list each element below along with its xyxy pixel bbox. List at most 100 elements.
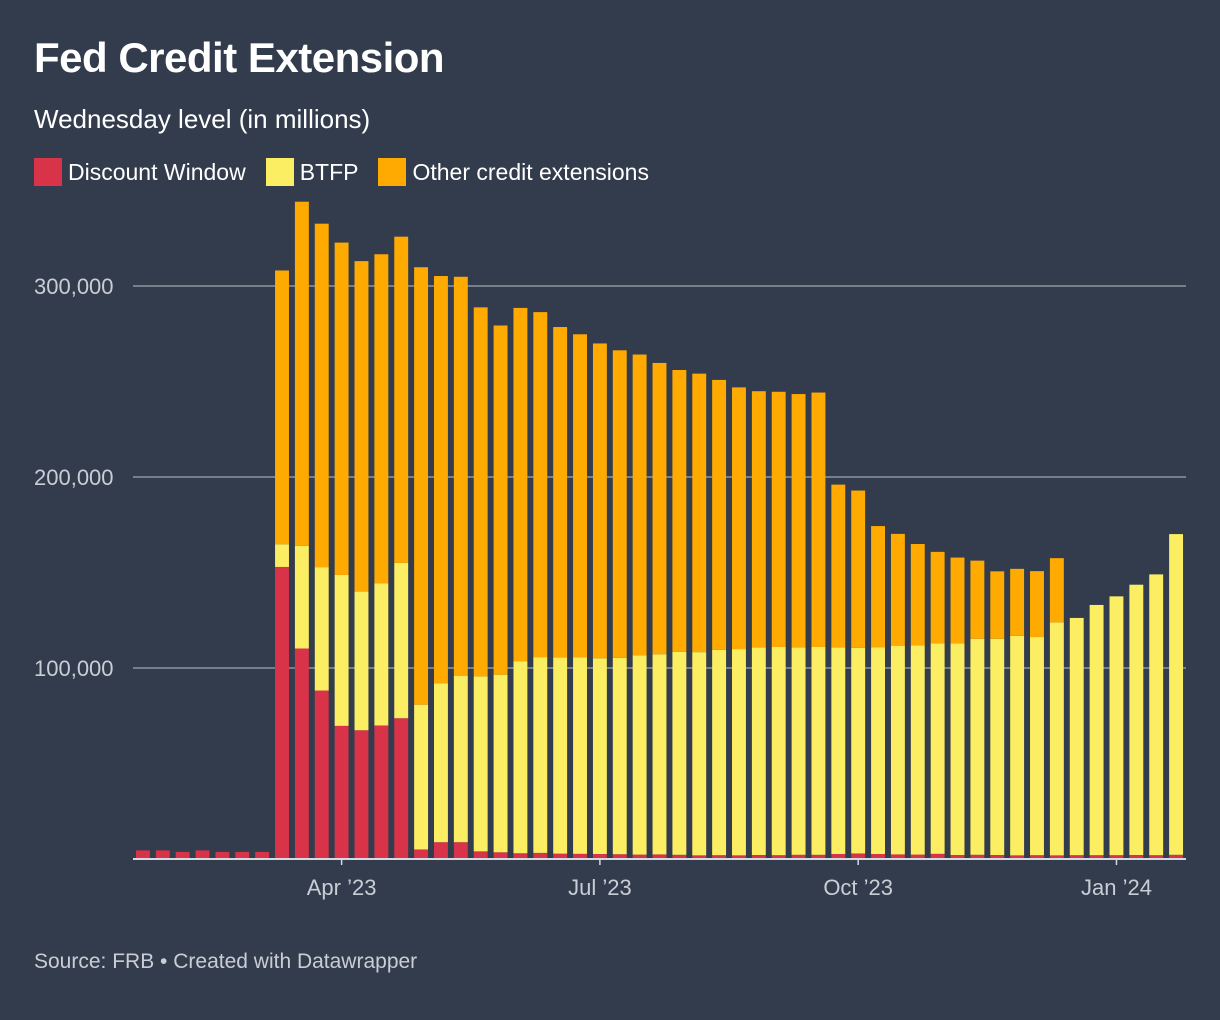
bar-segment-btfp[interactable] — [1010, 635, 1025, 856]
bar-segment-other-credit[interactable] — [612, 350, 627, 658]
bar-segment-btfp[interactable] — [890, 645, 905, 855]
bar-segment-other-credit[interactable] — [374, 254, 389, 584]
bar-segment-other-credit[interactable] — [433, 276, 448, 684]
bar-segment-other-credit[interactable] — [453, 276, 468, 677]
bar-segment-other-credit[interactable] — [910, 544, 925, 646]
bar-segment-btfp[interactable] — [612, 657, 627, 855]
bar-segment-btfp[interactable] — [632, 655, 647, 855]
bar-segment-btfp[interactable] — [433, 683, 448, 843]
bar-segment-discount-window[interactable] — [414, 849, 429, 859]
bar-segment-discount-window[interactable] — [1069, 855, 1084, 859]
bar-segment-other-credit[interactable] — [592, 343, 607, 659]
bar-segment-discount-window[interactable] — [513, 853, 528, 859]
bar-segment-btfp[interactable] — [712, 649, 727, 856]
bar-segment-btfp[interactable] — [751, 647, 766, 855]
bar-segment-other-credit[interactable] — [970, 560, 985, 639]
bar-segment-other-credit[interactable] — [751, 391, 766, 648]
bar-segment-discount-window[interactable] — [1010, 855, 1025, 859]
bar-segment-btfp[interactable] — [294, 545, 309, 649]
bar-segment-btfp[interactable] — [354, 591, 369, 731]
bar-segment-btfp[interactable] — [692, 652, 707, 856]
bar-segment-other-credit[interactable] — [513, 307, 528, 662]
legend-item-btfp[interactable]: BTFP — [265, 158, 358, 186]
bar-segment-other-credit[interactable] — [831, 484, 846, 648]
bar-segment-btfp[interactable] — [930, 643, 945, 854]
bar-segment-discount-window[interactable] — [1030, 855, 1044, 859]
bar-segment-discount-window[interactable] — [910, 854, 925, 859]
bar-segment-discount-window[interactable] — [612, 854, 627, 859]
bar-segment-other-credit[interactable] — [414, 267, 429, 705]
bar-segment-discount-window[interactable] — [592, 854, 607, 859]
bar-segment-btfp[interactable] — [1109, 596, 1124, 856]
bar-segment-discount-window[interactable] — [573, 853, 587, 859]
bar-segment-btfp[interactable] — [771, 646, 786, 856]
bar-segment-discount-window[interactable] — [811, 854, 826, 859]
bar-segment-discount-window[interactable] — [1089, 855, 1104, 859]
bar-segment-btfp[interactable] — [592, 658, 607, 855]
bar-segment-other-credit[interactable] — [1049, 558, 1064, 623]
bar-segment-btfp[interactable] — [1069, 617, 1084, 856]
bar-segment-discount-window[interactable] — [831, 854, 846, 859]
bar-segment-discount-window[interactable] — [175, 851, 190, 859]
bar-segment-discount-window[interactable] — [433, 842, 448, 859]
bar-segment-btfp[interactable] — [1049, 622, 1064, 856]
bar-segment-discount-window[interactable] — [672, 854, 687, 859]
bar-segment-discount-window[interactable] — [652, 854, 667, 859]
bar-segment-other-credit[interactable] — [990, 571, 1005, 639]
bar-segment-discount-window[interactable] — [871, 854, 886, 859]
bar-segment-btfp[interactable] — [1089, 604, 1104, 856]
bar-segment-btfp[interactable] — [1149, 574, 1164, 856]
bar-segment-other-credit[interactable] — [314, 223, 329, 568]
bar-segment-discount-window[interactable] — [950, 854, 965, 859]
bar-segment-other-credit[interactable] — [950, 557, 965, 644]
bar-segment-discount-window[interactable] — [930, 853, 945, 859]
bar-segment-btfp[interactable] — [831, 647, 846, 855]
bar-segment-btfp[interactable] — [791, 647, 806, 855]
bar-segment-discount-window[interactable] — [1109, 855, 1124, 859]
bar-segment-discount-window[interactable] — [1149, 855, 1164, 859]
bar-segment-btfp[interactable] — [1129, 584, 1144, 855]
bar-segment-discount-window[interactable] — [394, 718, 409, 859]
bar-segment-btfp[interactable] — [871, 647, 886, 855]
bar-segment-other-credit[interactable] — [553, 327, 568, 658]
bar-segment-discount-window[interactable] — [354, 730, 369, 859]
bar-segment-discount-window[interactable] — [712, 855, 727, 859]
bar-segment-btfp[interactable] — [652, 654, 667, 855]
bar-segment-btfp[interactable] — [473, 676, 488, 852]
bar-segment-discount-window[interactable] — [493, 852, 508, 859]
bar-segment-discount-window[interactable] — [235, 851, 250, 859]
bar-segment-other-credit[interactable] — [354, 261, 369, 592]
bar-segment-btfp[interactable] — [275, 544, 289, 567]
bar-segment-btfp[interactable] — [334, 574, 349, 726]
bar-segment-btfp[interactable] — [374, 583, 389, 726]
bar-segment-other-credit[interactable] — [712, 379, 727, 650]
bar-segment-btfp[interactable] — [513, 661, 528, 854]
bar-segment-btfp[interactable] — [533, 657, 548, 853]
bar-segment-btfp[interactable] — [394, 562, 409, 719]
bar-segment-discount-window[interactable] — [791, 854, 806, 859]
bar-segment-other-credit[interactable] — [493, 325, 508, 675]
bar-segment-discount-window[interactable] — [275, 566, 289, 859]
bar-segment-other-credit[interactable] — [930, 551, 945, 644]
bar-segment-other-credit[interactable] — [652, 362, 667, 655]
bar-segment-discount-window[interactable] — [553, 853, 568, 859]
bar-segment-discount-window[interactable] — [533, 852, 548, 859]
bar-segment-other-credit[interactable] — [533, 312, 548, 658]
bar-segment-discount-window[interactable] — [255, 851, 270, 859]
bar-segment-btfp[interactable] — [672, 651, 687, 855]
bar-segment-other-credit[interactable] — [275, 270, 289, 545]
bar-segment-other-credit[interactable] — [573, 334, 587, 658]
bar-segment-discount-window[interactable] — [135, 850, 150, 859]
bar-segment-discount-window[interactable] — [751, 854, 766, 859]
bar-segment-btfp[interactable] — [910, 645, 925, 855]
bar-segment-other-credit[interactable] — [692, 373, 707, 653]
bar-segment-btfp[interactable] — [414, 704, 429, 850]
bar-segment-discount-window[interactable] — [1129, 854, 1144, 859]
bar-segment-discount-window[interactable] — [990, 854, 1005, 859]
bar-segment-discount-window[interactable] — [314, 690, 329, 859]
bar-segment-discount-window[interactable] — [851, 853, 866, 859]
bar-segment-discount-window[interactable] — [195, 850, 210, 859]
bar-segment-other-credit[interactable] — [294, 201, 309, 546]
bar-segment-btfp[interactable] — [314, 567, 329, 691]
bar-segment-discount-window[interactable] — [1049, 855, 1064, 859]
